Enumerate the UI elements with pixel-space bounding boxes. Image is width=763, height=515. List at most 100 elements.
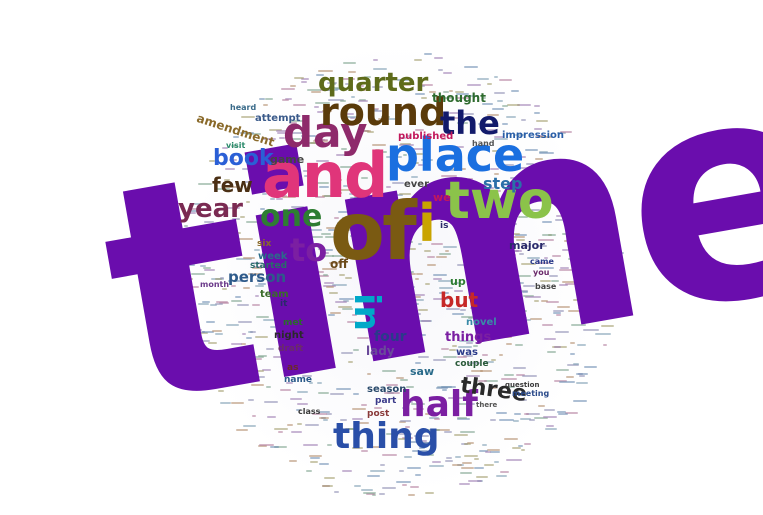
tiny-word-mark <box>554 346 562 349</box>
tiny-word-mark <box>246 132 261 135</box>
tiny-word-mark <box>580 210 592 213</box>
tiny-word-mark <box>288 328 299 331</box>
tiny-word-mark <box>510 236 525 239</box>
tiny-word-mark <box>491 298 502 301</box>
tiny-word-mark <box>224 179 231 182</box>
tiny-word-mark <box>607 263 618 266</box>
tiny-word-mark <box>445 308 460 311</box>
tiny-word-mark <box>429 464 445 467</box>
tiny-word-mark <box>398 239 407 242</box>
tiny-word-mark <box>316 110 323 113</box>
tiny-word-mark <box>514 133 524 136</box>
tiny-word-mark <box>553 193 567 196</box>
tiny-word-mark <box>274 227 288 230</box>
word: the <box>440 104 500 142</box>
tiny-word-mark <box>267 163 277 166</box>
tiny-word-mark <box>367 444 373 447</box>
tiny-word-mark <box>413 434 430 437</box>
tiny-word-mark <box>438 286 454 289</box>
tiny-word-mark <box>490 419 496 422</box>
tiny-word-mark <box>396 79 409 82</box>
tiny-word-mark <box>227 280 244 283</box>
tiny-word-mark <box>538 152 555 155</box>
tiny-word-mark <box>356 85 364 88</box>
tiny-word-mark <box>404 440 417 443</box>
tiny-word-mark <box>224 207 240 210</box>
tiny-word-mark <box>380 331 386 334</box>
tiny-word-mark <box>318 392 330 395</box>
tiny-word-mark <box>525 170 531 173</box>
word: heard <box>230 103 257 112</box>
tiny-word-mark <box>323 476 335 479</box>
tiny-word-mark <box>289 281 295 284</box>
tiny-word-mark <box>228 356 243 359</box>
tiny-word-mark <box>518 317 528 319</box>
tiny-word-mark <box>280 249 289 252</box>
tiny-word-mark <box>576 344 587 347</box>
tiny-word-mark <box>559 267 570 269</box>
tiny-word-mark <box>612 280 625 283</box>
tiny-word-mark <box>442 389 447 392</box>
tiny-word-mark <box>423 428 440 431</box>
tiny-word-mark <box>600 325 615 328</box>
tiny-word-mark <box>336 222 343 225</box>
tiny-word-mark <box>402 83 412 86</box>
word: part <box>375 396 397 406</box>
tiny-word-mark <box>187 299 194 302</box>
tiny-word-mark <box>366 372 371 375</box>
tiny-word-mark <box>285 382 293 385</box>
word: there <box>476 401 498 409</box>
tiny-word-mark <box>300 329 309 332</box>
tiny-word-mark <box>261 192 268 195</box>
tiny-word-mark <box>339 100 346 103</box>
tiny-word-mark <box>311 91 322 93</box>
tiny-word-mark <box>440 138 446 141</box>
word: name <box>284 375 312 385</box>
tiny-word-mark <box>536 261 551 264</box>
tiny-word-mark <box>287 339 302 342</box>
tiny-word-mark <box>222 226 233 229</box>
tiny-word-mark <box>360 449 369 452</box>
tiny-word-mark <box>453 179 461 182</box>
cloud-background <box>185 40 605 500</box>
tiny-word-mark <box>553 311 561 314</box>
tiny-word-mark <box>475 184 492 187</box>
word: was <box>456 347 478 358</box>
tiny-word-mark <box>474 457 479 460</box>
tiny-word-mark <box>230 343 242 346</box>
tiny-word-mark <box>348 123 355 126</box>
tiny-word-mark <box>530 317 543 320</box>
word: game <box>270 153 305 166</box>
tiny-word-mark <box>246 221 260 224</box>
word: of <box>330 185 417 278</box>
tiny-word-mark <box>211 329 222 332</box>
tiny-word-mark <box>335 387 351 390</box>
tiny-word-mark <box>197 303 209 306</box>
tiny-word-mark <box>395 480 412 483</box>
tiny-word-mark <box>440 348 449 351</box>
tiny-word-mark <box>364 130 372 133</box>
tiny-word-mark <box>484 286 493 289</box>
tiny-word-mark <box>360 430 370 433</box>
tiny-word-mark <box>291 430 302 433</box>
tiny-word-mark <box>396 377 405 380</box>
tiny-word-mark <box>456 403 471 406</box>
tiny-word-mark <box>214 333 223 336</box>
tiny-word-mark <box>467 84 481 87</box>
tiny-word-mark <box>517 444 523 447</box>
tiny-word-mark <box>433 298 448 300</box>
tiny-word-mark <box>407 167 413 170</box>
tiny-word-mark <box>309 229 323 232</box>
tiny-word-mark <box>285 97 293 100</box>
tiny-word-mark <box>484 463 495 466</box>
word: lady <box>366 344 395 358</box>
tiny-word-mark <box>514 343 524 346</box>
tiny-word-mark <box>511 310 528 313</box>
tiny-word-mark <box>367 108 379 111</box>
tiny-word-mark <box>330 393 345 396</box>
word: saw <box>410 365 435 378</box>
tiny-word-mark <box>538 405 545 408</box>
tiny-word-mark <box>293 104 307 106</box>
tiny-word-mark <box>278 431 283 434</box>
tiny-word-mark <box>207 253 213 256</box>
